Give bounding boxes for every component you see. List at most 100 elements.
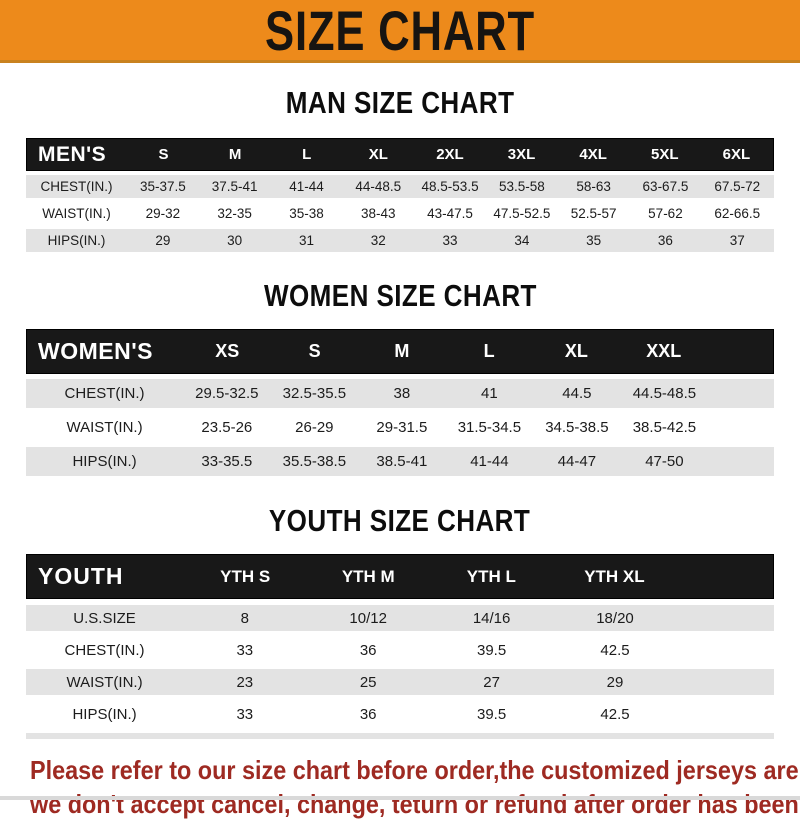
size-value-cell: 37.5-41 [211,179,258,194]
man-section-heading: MAN SIZE CHART [0,85,800,121]
man-size-section: MAN SIZE CHART MEN'S S M L XL 2XL 3XL 4XL 5XL 6XL… [0,85,800,252]
row-label: CHEST(IN.) [64,641,145,659]
size-value-cell: 44.5 [562,385,592,402]
row-label: WAIST(IN.) [42,206,111,221]
row-label: U.S.SIZE [73,609,136,627]
table-row: CHEST(IN.) 29.5-32.5 32.5-35.5 38 41 44.5 44.5… [26,379,774,408]
youth-size-section: YOUTH SIZE CHART YOUTH YTH S YTH M YTH L YTH… [0,503,800,739]
size-value-cell: 36 [359,705,377,723]
size-value-cell: 14/16 [472,609,511,627]
row-label: HIPS(IN.) [72,453,137,470]
size-value-cell: 58-63 [576,179,611,194]
column-header: 2XL [436,146,464,163]
size-value-cell: 42.5 [600,641,630,659]
size-value-cell: 31.5-34.5 [457,419,522,436]
size-value-cell: 29-31.5 [376,419,428,436]
size-value-cell: 39.5 [476,705,507,723]
size-value-cell: 62-66.5 [714,206,761,221]
table-row: HIPS(IN.) 33 36 39.5 42.5 [26,701,774,727]
size-value-cell: 18/20 [596,609,634,627]
size-value-cell: 53.5-58 [498,179,545,194]
size-value-cell: 29 [155,233,171,248]
size-value-cell: 32.5-35.5 [282,385,347,402]
page-bottom-divider [0,796,800,800]
size-value-cell: 47-50 [645,453,684,470]
column-header: XL [368,146,388,163]
table-header-row: YOUTH YTH S YTH M YTH L YTH XL [26,554,774,599]
row-label: WAIST(IN.) [66,673,143,691]
mens-size-table: MEN'S S M L XL 2XL 3XL 4XL 5XL 6XL CHEST(IN.) 35-37… [26,138,774,252]
column-header: YTH M [341,566,395,586]
size-value-cell: 29 [606,673,624,691]
column-header: M [228,146,242,163]
size-value-cell: 37 [729,233,745,248]
column-header: 6XL [722,146,751,163]
youth-section-heading: YOUTH SIZE CHART [0,503,800,539]
table-row: HIPS(IN.) 33-35.5 35.5-38.5 38.5-41 41-44 44-… [26,447,774,476]
size-value-cell: 41-44 [470,453,509,470]
table-row: WAIST(IN.) 29-32 32-35 35-38 38-43 43-47.5 47.… [26,202,774,225]
column-header: YTH S [220,566,271,586]
size-value-cell: 43-47.5 [427,206,473,221]
size-value-cell: 25 [359,673,377,691]
size-value-cell: 30 [227,233,243,248]
row-label: CHEST(IN.) [40,179,113,194]
size-value-cell: 35 [586,233,602,248]
size-value-cell: 33 [442,233,458,248]
column-header: 4XL [579,146,607,163]
size-value-cell: 44-47 [557,453,597,470]
column-header: 5XL [651,146,679,163]
size-value-cell: 47.5-52.5 [493,206,551,221]
size-value-cell: 32 [370,233,386,248]
size-value-cell: 8 [240,609,249,627]
size-value-cell: 35-37.5 [139,179,186,194]
size-value-cell: 35-38 [289,206,324,221]
size-value-cell: 32-35 [217,206,252,221]
size-value-cell: 57-62 [648,206,683,221]
size-value-cell: 23 [236,673,254,691]
column-header: YTH L [466,566,516,586]
size-value-cell: 63-67.5 [642,179,689,194]
size-value-cell: 41 [481,385,498,402]
table-row: CHEST(IN.) 35-37.5 37.5-41 41-44 44-48.5 48.5… [26,175,774,198]
column-header: S [308,341,321,361]
column-header: M [394,341,410,361]
row-label: HIPS(IN.) [72,705,137,723]
table-header-row: MEN'S S M L XL 2XL 3XL 4XL 5XL 6XL [26,138,774,171]
table-row: U.S.SIZE 8 10/12 14/16 18/20 [26,605,774,631]
size-value-cell: 33 [236,641,254,659]
column-header: YTH XL [584,566,645,586]
column-header: 3XL [507,146,536,163]
table-row: HIPS(IN.) 29 30 31 32 33 34 35 36 37 [26,229,774,252]
size-value-cell: 42.5 [600,705,630,723]
column-header: L [302,146,312,163]
size-value-cell: 39.5 [476,641,507,659]
table-title: MEN'S [38,142,107,166]
size-value-cell: 26-29 [295,419,334,436]
size-value-cell: 34 [514,233,530,248]
youth-section-heading-text: YOUTH SIZE CHART [269,503,531,538]
size-value-cell: 29.5-32.5 [195,385,259,402]
size-value-cell: 36 [657,233,673,248]
size-value-cell: 36 [359,641,377,659]
size-value-cell: 38.5-42.5 [632,419,697,436]
row-label: CHEST(IN.) [64,385,145,402]
column-header: XS [215,341,240,361]
size-value-cell: 29-32 [145,206,181,221]
size-value-cell: 41-44 [289,179,324,194]
table-title: WOMEN'S [38,338,154,364]
size-value-cell: 23.5-26 [201,419,253,436]
women-section-heading-text: WOMEN SIZE CHART [263,278,537,313]
table-row: WAIST(IN.) 23 25 27 29 [26,669,774,695]
column-header: L [483,341,495,361]
size-value-cell: 38.5-41 [376,453,428,470]
order-disclaimer: Please refer to our size chart before or… [30,753,800,821]
size-value-cell: 48.5-53.5 [421,179,479,194]
size-value-cell: 33-35.5 [201,453,253,470]
column-header: S [158,146,169,163]
table-header-row: WOMEN'S XS S M L XL XXL [26,329,774,374]
size-value-cell: 35.5-38.5 [282,453,347,470]
banner-title: SIZE CHART [265,0,535,62]
row-label: HIPS(IN.) [47,233,106,248]
